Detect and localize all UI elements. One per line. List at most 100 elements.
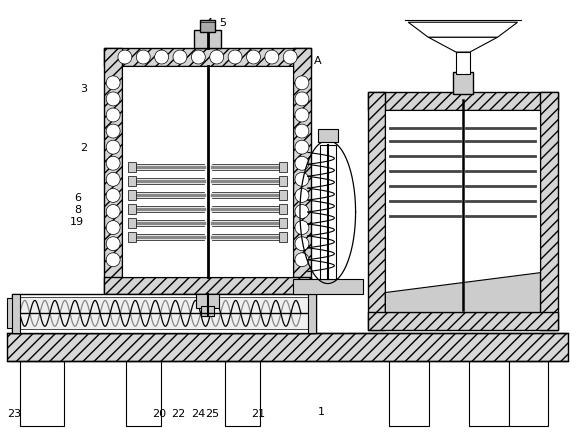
Circle shape <box>136 51 150 65</box>
Bar <box>456 53 470 75</box>
Text: 17: 17 <box>510 193 524 203</box>
Bar <box>20 361 65 426</box>
Circle shape <box>283 51 297 65</box>
Bar <box>279 163 287 173</box>
Bar <box>104 49 122 295</box>
Text: 3: 3 <box>80 84 87 94</box>
Circle shape <box>295 205 309 219</box>
Circle shape <box>118 51 132 65</box>
Bar <box>320 146 336 279</box>
Circle shape <box>295 125 309 139</box>
Text: 15: 15 <box>510 125 524 135</box>
Bar <box>279 204 287 214</box>
Bar <box>128 232 136 242</box>
Circle shape <box>106 125 120 139</box>
Bar <box>126 361 161 426</box>
Circle shape <box>106 141 120 155</box>
Bar <box>389 361 429 426</box>
Text: A: A <box>314 56 322 66</box>
Bar <box>541 92 558 331</box>
Circle shape <box>106 109 120 123</box>
Circle shape <box>106 237 120 251</box>
Circle shape <box>295 221 309 235</box>
Circle shape <box>191 51 205 65</box>
Bar <box>196 295 219 309</box>
Bar <box>128 163 136 173</box>
Circle shape <box>106 189 120 203</box>
Text: 9: 9 <box>493 292 501 302</box>
Bar <box>367 312 558 331</box>
Polygon shape <box>385 273 541 312</box>
Bar <box>12 294 316 333</box>
Text: 25: 25 <box>205 408 219 418</box>
Bar <box>367 92 558 110</box>
Bar <box>293 49 311 295</box>
Circle shape <box>295 189 309 203</box>
Bar <box>128 177 136 187</box>
Text: 20: 20 <box>152 408 166 418</box>
Circle shape <box>173 51 187 65</box>
Text: 22: 22 <box>172 408 186 418</box>
Circle shape <box>295 157 309 171</box>
Circle shape <box>295 109 309 123</box>
Bar <box>469 361 509 426</box>
Bar <box>367 92 385 331</box>
Bar <box>12 294 20 333</box>
Circle shape <box>295 77 309 91</box>
Circle shape <box>295 173 309 187</box>
Text: 8: 8 <box>74 204 81 214</box>
Text: 4: 4 <box>205 18 212 28</box>
Circle shape <box>295 141 309 155</box>
Text: 21: 21 <box>251 408 265 418</box>
Circle shape <box>106 157 120 171</box>
Bar <box>225 361 260 426</box>
Bar <box>128 218 136 228</box>
Circle shape <box>106 221 120 235</box>
Bar <box>122 67 293 277</box>
Circle shape <box>295 93 309 107</box>
Circle shape <box>155 51 169 65</box>
Circle shape <box>295 237 309 251</box>
Bar <box>308 294 316 333</box>
Bar <box>293 279 363 294</box>
Bar <box>7 299 15 329</box>
Circle shape <box>295 253 309 267</box>
Bar <box>453 73 473 95</box>
Text: 24: 24 <box>191 408 205 418</box>
Circle shape <box>106 173 120 187</box>
Circle shape <box>265 51 279 65</box>
Text: 23: 23 <box>7 408 21 418</box>
Bar <box>104 277 311 295</box>
Bar <box>200 21 215 33</box>
Bar <box>279 232 287 242</box>
Bar <box>279 218 287 228</box>
Text: 1: 1 <box>318 406 325 416</box>
Circle shape <box>228 51 242 65</box>
Circle shape <box>106 93 120 107</box>
Bar <box>104 49 311 67</box>
Bar <box>128 191 136 201</box>
Polygon shape <box>408 23 517 38</box>
Bar <box>128 204 136 214</box>
Bar <box>385 110 541 312</box>
Text: 2: 2 <box>80 143 87 153</box>
Bar <box>194 31 221 49</box>
Bar <box>279 177 287 187</box>
Circle shape <box>106 77 120 91</box>
Bar <box>509 361 548 426</box>
Bar <box>7 333 568 361</box>
Circle shape <box>106 205 120 219</box>
Text: 16: 16 <box>510 180 524 190</box>
Text: 10: 10 <box>510 163 524 173</box>
Text: 19: 19 <box>70 217 84 227</box>
Text: 6: 6 <box>74 193 81 203</box>
Bar <box>318 129 338 143</box>
Text: 5: 5 <box>219 18 226 28</box>
Bar <box>17 298 311 329</box>
Polygon shape <box>428 38 498 53</box>
Bar <box>201 307 215 317</box>
Circle shape <box>106 253 120 267</box>
Bar <box>279 191 287 201</box>
Circle shape <box>247 51 260 65</box>
Circle shape <box>210 51 223 65</box>
